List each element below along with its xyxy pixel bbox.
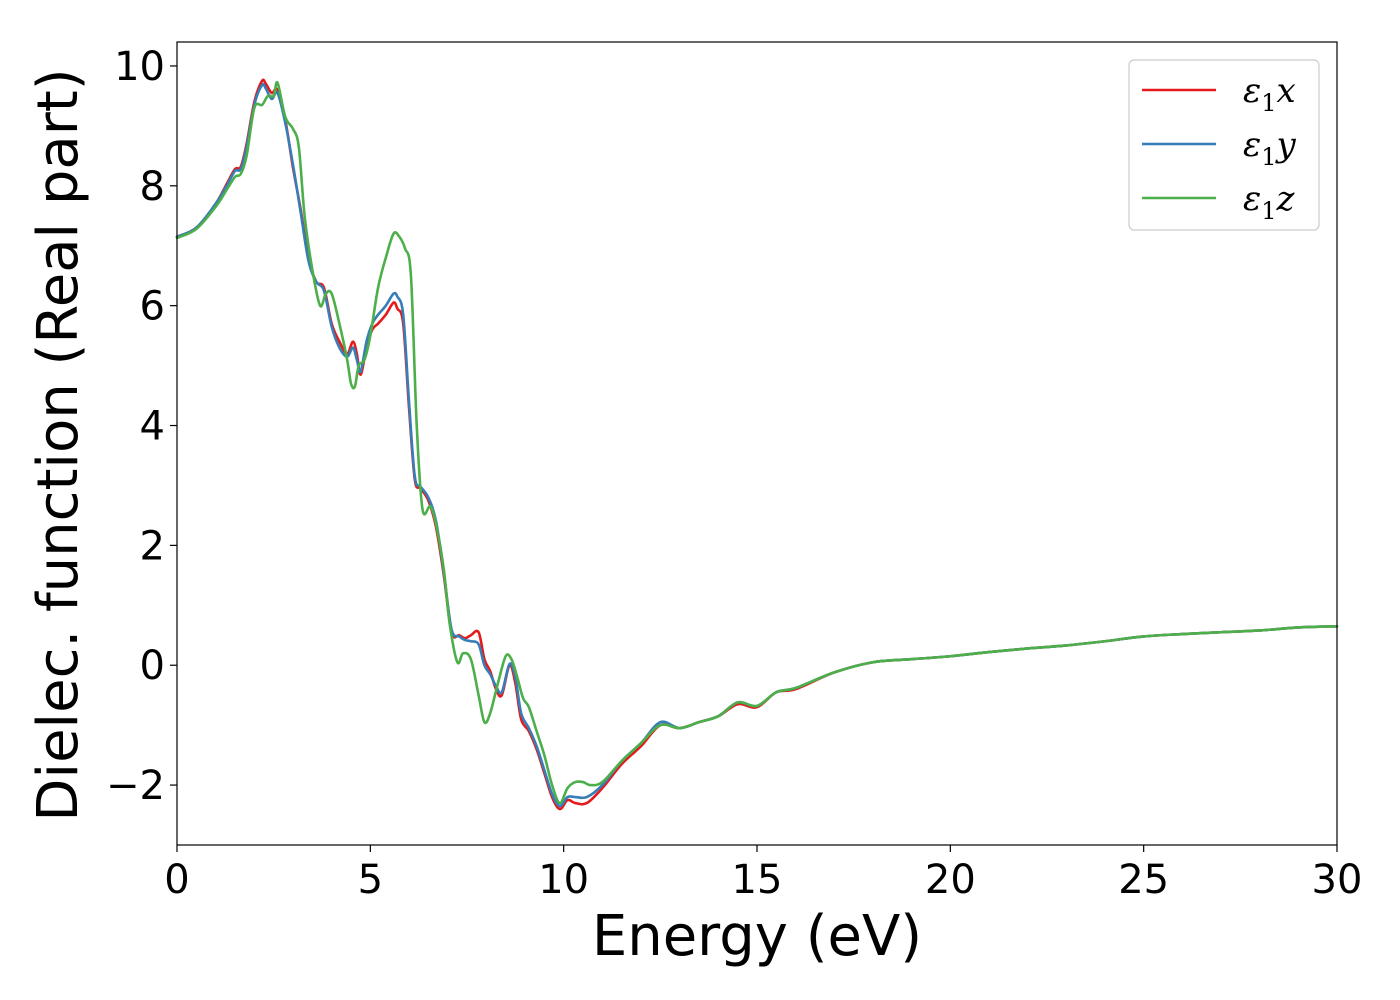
series-line-z	[175, 80, 1339, 805]
x-tick-label: 15	[732, 857, 783, 903]
x-axis: 0 5 10 15 20 25 30	[164, 845, 1362, 903]
y-tick-label: 6	[140, 284, 165, 330]
x-tick-label: 30	[1312, 857, 1363, 903]
legend-label-z: ε1z	[1243, 179, 1296, 225]
legend-label-y: ε1y	[1243, 125, 1297, 171]
x-axis-title: Energy (eV)	[592, 904, 922, 969]
x-tick-label: 0	[164, 857, 189, 903]
series-layer	[175, 78, 1339, 811]
legend-label-x: ε1x	[1243, 71, 1296, 117]
y-tick-label: 2	[140, 523, 165, 569]
legend-box	[1128, 59, 1320, 231]
x-tick-label: 20	[925, 857, 976, 903]
y-axis: −2 0 2 4 6 8 10	[106, 44, 177, 809]
y-axis-title: Dielec. function (Real part)	[26, 68, 91, 821]
y-tick-label: 10	[114, 44, 165, 90]
y-tick-label: 8	[140, 164, 165, 210]
x-tick-label: 25	[1118, 857, 1169, 903]
x-tick-label: 5	[358, 857, 383, 903]
legend: ε1x ε1y ε1z	[1128, 59, 1320, 231]
y-tick-label: −2	[106, 763, 165, 809]
y-tick-label: 0	[140, 643, 165, 689]
x-tick-label: 10	[538, 857, 589, 903]
y-tick-label: 4	[140, 404, 165, 450]
